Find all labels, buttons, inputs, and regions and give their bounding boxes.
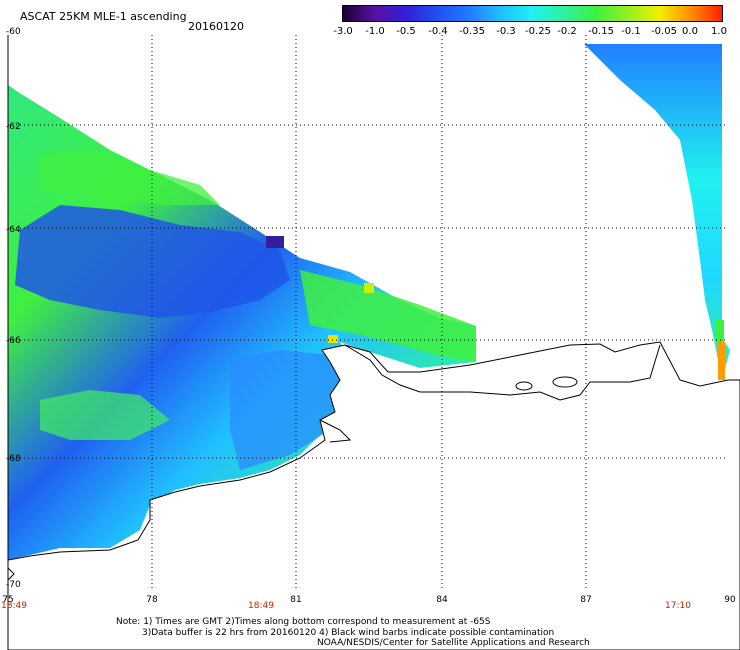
colorbar-tick-label: -0.05 <box>651 26 677 37</box>
data-yellow-pixel <box>328 335 338 343</box>
lat-label: -68 <box>6 454 21 464</box>
lon-label: 81 <box>290 595 302 605</box>
colorbar-tick-label: 0.0 <box>682 26 698 37</box>
footnotes: Note: 1) Times are GMT 2)Times along bot… <box>116 617 590 649</box>
colorbar-tick-label: -0.5 <box>396 26 416 37</box>
plot-title: ASCAT 25KM MLE-1 ascending <box>20 10 187 23</box>
lon-label: 84 <box>436 595 448 605</box>
coast-detail <box>344 344 661 401</box>
colorbar-tick-label: 1.0 <box>711 26 727 37</box>
data-blue-south <box>230 350 345 470</box>
colorbar-tick-label: -3.0 <box>333 26 353 37</box>
colorbar-tick-label: -0.35 <box>459 26 485 37</box>
data-swath-west <box>8 85 476 560</box>
colorbar-tick-label: -0.4 <box>428 26 448 37</box>
data-orange-pixel <box>718 342 725 380</box>
note-line: NOAA/NESDIS/Center for Satellite Applica… <box>317 638 590 648</box>
note-line: Note: 1) Times are GMT 2)Times along bot… <box>116 617 491 627</box>
land-coastline <box>7 341 740 650</box>
data-green-pixel <box>716 320 724 342</box>
colorbar-tick-label: -1.0 <box>365 26 385 37</box>
data-green-edge <box>300 270 476 362</box>
time-label: 18:49 <box>1 601 27 611</box>
lon-label: 90 <box>724 595 736 605</box>
graticule <box>8 35 728 590</box>
lat-label: -62 <box>6 122 21 132</box>
colorbar-labels: -3.0 -1.0 -0.5 -0.4 -0.35 -0.3 -0.25 -0.… <box>330 26 730 38</box>
lat-label: -70 <box>6 580 21 590</box>
data-swath-east <box>584 44 730 380</box>
colorbar <box>342 5 723 22</box>
data-yellow-pixel <box>364 283 374 293</box>
lon-label: 87 <box>580 595 592 605</box>
data-green-band <box>40 150 220 205</box>
colorbar-tick-label: -0.3 <box>496 26 516 37</box>
lon-label: 75 <box>2 595 14 605</box>
lon-label: 78 <box>146 595 158 605</box>
note-line: 3)Data buffer is 22 hrs from 20160120 4)… <box>142 627 555 638</box>
data-green-band-south <box>40 390 170 440</box>
colorbar-tick-label: -0.1 <box>621 26 641 37</box>
time-label: 18:49 <box>248 601 274 611</box>
plot-date: 20160120 <box>188 20 244 33</box>
coast-detail <box>7 567 15 581</box>
island <box>552 376 578 388</box>
lat-label: -60 <box>6 27 21 37</box>
lat-label: -66 <box>6 336 21 346</box>
island <box>515 381 533 391</box>
colorbar-tick-label: -0.15 <box>588 26 614 37</box>
data-blue-core <box>15 205 290 318</box>
colorbar-tick-label: -0.2 <box>557 26 577 37</box>
colorbar-tick-label: -0.25 <box>525 26 551 37</box>
coast-detail <box>319 419 352 443</box>
lat-label: -64 <box>6 225 21 235</box>
data-purple-pixel <box>266 236 284 248</box>
time-label: 17:10 <box>665 601 691 611</box>
